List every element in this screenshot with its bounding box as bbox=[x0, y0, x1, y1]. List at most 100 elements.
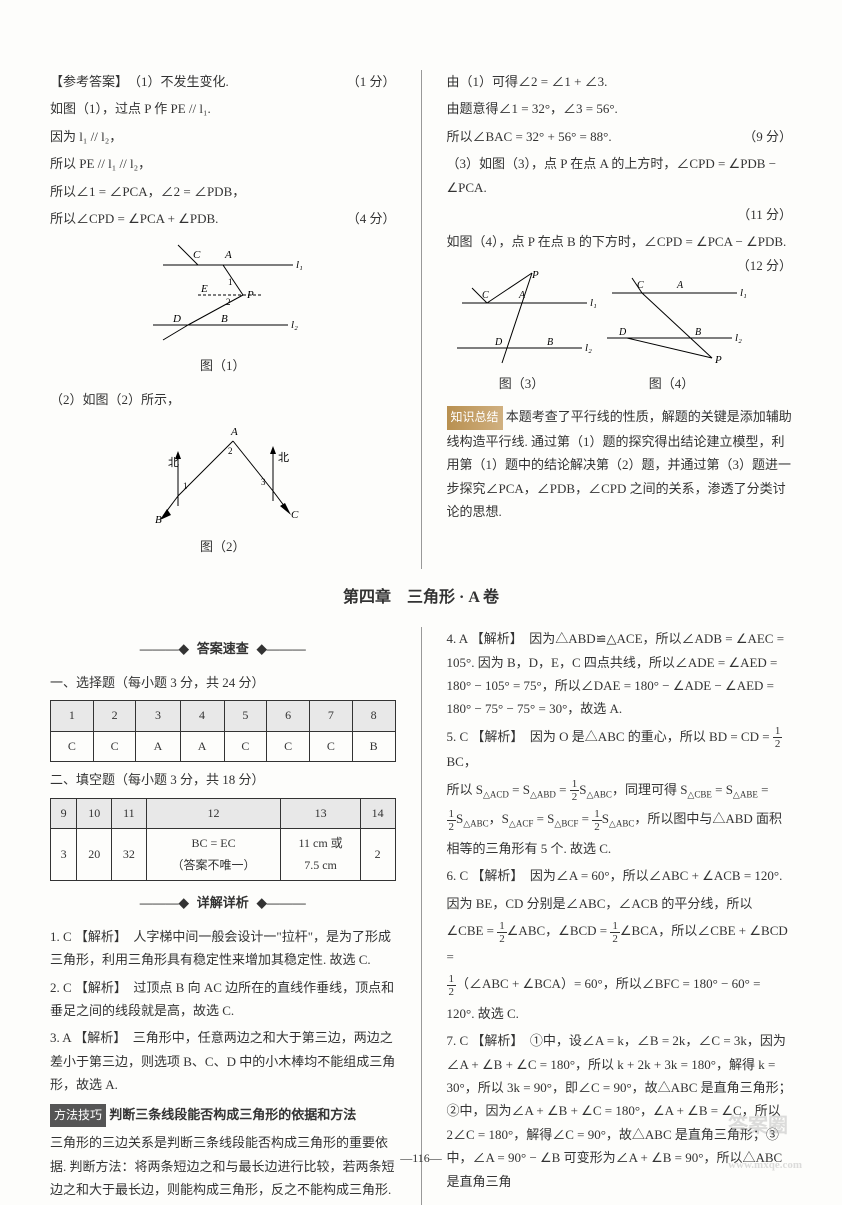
cell: 11 bbox=[112, 798, 147, 829]
svg-text:A: A bbox=[676, 280, 684, 291]
text: 所以∠1 = ∠PCA，∠2 = ∠PDB， bbox=[50, 180, 396, 203]
fig-caption: 图（2） bbox=[50, 535, 396, 558]
figure-2: 北 北 A 2 1 3 B C 图（2） bbox=[50, 421, 396, 558]
svg-text:D: D bbox=[494, 337, 503, 348]
cell: 3 bbox=[51, 829, 77, 881]
figure-3: l₁ l₂ P C A D B 图（3） bbox=[447, 268, 597, 395]
bottom-section: 答案速查 一、选择题（每小题 3 分，共 24 分） 1 2 3 4 5 6 7… bbox=[50, 627, 792, 1205]
figures-3-4: l₁ l₂ P C A D B 图（3） l₁ bbox=[447, 258, 737, 405]
text: ，同理可得 S bbox=[612, 782, 687, 797]
cell: 32 bbox=[112, 829, 147, 881]
cell: 11 cm 或 7.5 cm bbox=[281, 829, 360, 881]
svg-text:B: B bbox=[155, 514, 162, 526]
svg-text:A: A bbox=[518, 290, 526, 301]
detail-header: 详解详析 bbox=[50, 891, 396, 914]
svg-text:l₂: l₂ bbox=[735, 332, 742, 344]
svg-text:北: 北 bbox=[278, 451, 289, 464]
svg-text:C: C bbox=[637, 280, 644, 291]
method-line: 方法技巧 判断三条线段能否构成三角形的依据和方法 bbox=[50, 1103, 396, 1128]
q2: 2. C 【解析】 过顶点 B 向 AC 边所在的直线作垂线，顶点和垂足之间的线… bbox=[50, 976, 396, 1023]
text: 5. C 【解析】 因为 O 是△ABC 的重心，所以 BD = CD = bbox=[447, 729, 773, 744]
text: = bbox=[758, 782, 769, 797]
text: ∠ABC，∠BCD = bbox=[507, 923, 611, 938]
column-divider bbox=[421, 627, 422, 1205]
svg-text:A: A bbox=[224, 249, 232, 261]
svg-text:C: C bbox=[193, 249, 201, 261]
svg-text:P: P bbox=[246, 289, 254, 301]
svg-text:l₁: l₁ bbox=[296, 259, 303, 271]
text: 由题意得∠1 = 32°，∠3 = 56°. bbox=[447, 97, 793, 120]
cell: 5 bbox=[224, 701, 267, 732]
svg-text:P: P bbox=[714, 354, 722, 366]
top-right-col: 由（1）可得∠2 = ∠1 + ∠3. 由题意得∠1 = 32°，∠3 = 56… bbox=[447, 70, 793, 569]
answer-table-1: 1 2 3 4 5 6 7 8 C C A A C C C B bbox=[50, 700, 396, 762]
figure-4: l₁ l₂ C A D B P 图（4） bbox=[597, 268, 747, 395]
text: S bbox=[602, 811, 609, 826]
cell: 1 bbox=[51, 701, 94, 732]
text: = S bbox=[712, 782, 733, 797]
cell: 3 bbox=[136, 701, 180, 732]
svg-text:D: D bbox=[618, 327, 627, 338]
svg-text:3: 3 bbox=[261, 477, 266, 487]
svg-text:l₂: l₂ bbox=[585, 342, 592, 354]
cell: A bbox=[136, 731, 180, 762]
cell: BC = EC （答案不唯一） bbox=[146, 829, 281, 881]
q3: 3. A 【解析】 三角形中，任意两边之和大于第三边，两边之差小于第三边，则选项… bbox=[50, 1026, 396, 1096]
svg-text:1: 1 bbox=[228, 277, 233, 287]
q1: 1. C 【解析】 人字梯中间一般会设计一"拉杆"，是为了形成三角形，利用三角形… bbox=[50, 925, 396, 972]
fraction: 12 bbox=[447, 808, 457, 833]
method-body: 三角形的三边关系是判断三条线段能否构成三角形的重要依据. 判断方法：将两条短边之… bbox=[50, 1131, 396, 1201]
fraction: 12 bbox=[447, 973, 457, 998]
watermark-text: 答案圈 bbox=[728, 1115, 788, 1137]
q6-line2: 因为 BE，CD 分别是∠ABC，∠ACB 的平分线，所以 bbox=[447, 892, 793, 915]
cell: C bbox=[93, 731, 136, 762]
cell: 7 bbox=[310, 701, 353, 732]
cell: 12 bbox=[146, 798, 281, 829]
text: = bbox=[578, 811, 592, 826]
q5-line3: 12S△ABC，S△ACF = S△BCF = 12S△ABC，所以图中与△AB… bbox=[447, 807, 793, 833]
text: 所以∠CPD = ∠PCA + ∠PDB. （4 分） bbox=[50, 207, 396, 230]
score: （1 分） bbox=[347, 70, 396, 93]
text: 所以∠BAC = 32° + 56° = 88°. （9 分） bbox=[447, 125, 793, 148]
text: （3）如图（3），点 P 在点 A 的上方时，∠CPD = ∠PDB − ∠PC… bbox=[447, 152, 793, 199]
cell: C bbox=[267, 731, 310, 762]
fig-caption: 图（3） bbox=[447, 372, 597, 395]
text: BC， bbox=[447, 754, 477, 769]
cell: C bbox=[51, 731, 94, 762]
svg-text:北: 北 bbox=[168, 456, 179, 469]
text: 所以 S bbox=[447, 782, 483, 797]
text: = bbox=[556, 782, 570, 797]
quick-header: 答案速查 bbox=[50, 637, 396, 660]
answer-table-2: 9 10 11 12 13 14 3 20 32 BC = EC （答案不唯一）… bbox=[50, 798, 396, 882]
svg-text:E: E bbox=[200, 283, 208, 295]
q6-line1: 6. C 【解析】 因为∠A = 60°，所以∠ABC + ∠ACB = 120… bbox=[447, 864, 793, 887]
fraction: 12 bbox=[610, 920, 620, 945]
cell: 8 bbox=[352, 701, 395, 732]
q4: 4. A 【解析】 因为△ABD≌△ACE，所以∠ADB = ∠AEC = 10… bbox=[447, 627, 793, 721]
text: （∠ABC + ∠BCA）= 60°，所以∠BFC = 180° − 60° = bbox=[456, 976, 760, 991]
svg-text:P: P bbox=[531, 269, 539, 281]
text: S bbox=[579, 782, 586, 797]
cell: 14 bbox=[360, 798, 395, 829]
svg-text:l₂: l₂ bbox=[291, 319, 298, 331]
text: 如图（4），点 P 在点 B 的下方时，∠CPD = ∠PCA − ∠PDB. … bbox=[447, 230, 793, 253]
cell: A bbox=[180, 731, 224, 762]
column-divider bbox=[421, 70, 422, 569]
text: （11 分） bbox=[447, 203, 793, 226]
text: （2）如图（2）所示， bbox=[50, 388, 396, 411]
watermark: 答案圈 www.mxqe.com bbox=[728, 1108, 802, 1180]
svg-text:C: C bbox=[482, 290, 489, 301]
method-tag: 方法技巧 bbox=[50, 1104, 106, 1128]
top-section: 【参考答案】 （1）不发生变化. （1 分） 如图（1），过点 P 作 PE /… bbox=[50, 70, 792, 569]
fraction: 12 bbox=[497, 920, 507, 945]
cell: C bbox=[224, 731, 267, 762]
q5-line2: 所以 S△ACD = S△ABD = 12S△ABC，同理可得 S△CBE = … bbox=[447, 778, 793, 804]
cell: 13 bbox=[281, 798, 360, 829]
cell: 6 bbox=[267, 701, 310, 732]
score: （11 分） bbox=[737, 207, 792, 222]
fraction: 12 bbox=[570, 778, 580, 803]
q6-line4: 12（∠ABC + ∠BCA）= 60°，所以∠BFC = 180° − 60°… bbox=[447, 972, 793, 998]
cell: 4 bbox=[180, 701, 224, 732]
text: ，S bbox=[489, 811, 509, 826]
bottom-left-col: 答案速查 一、选择题（每小题 3 分，共 24 分） 1 2 3 4 5 6 7… bbox=[50, 627, 396, 1205]
